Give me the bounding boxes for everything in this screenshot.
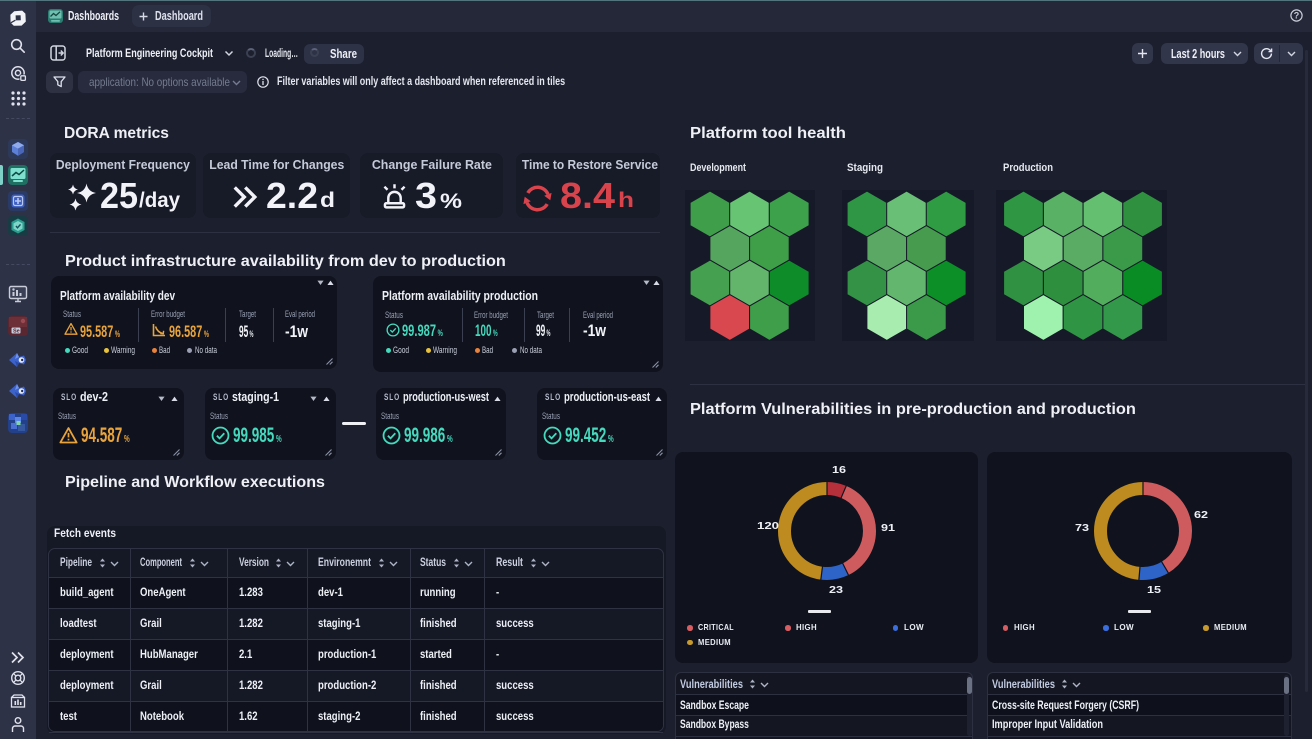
- svg-text:Se: Se: [13, 329, 20, 335]
- svg-text:?: ?: [1294, 11, 1300, 21]
